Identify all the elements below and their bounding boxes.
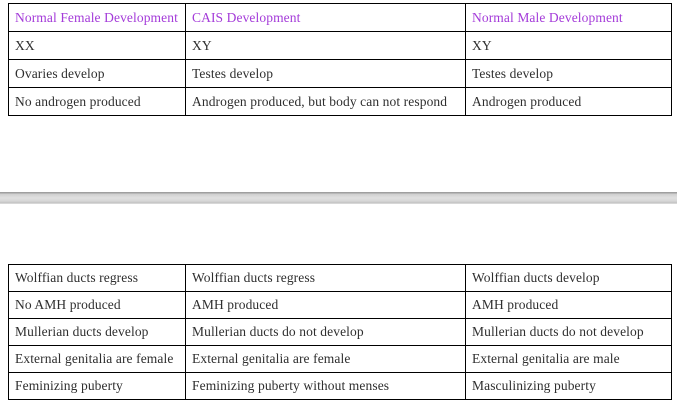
table-cell: No androgen produced bbox=[8, 87, 186, 116]
table-cell: XY bbox=[465, 31, 672, 60]
table-cell: XX bbox=[8, 31, 186, 60]
table-cell: Androgen produced bbox=[465, 87, 672, 116]
table-row: External genitalia are female External g… bbox=[8, 345, 672, 373]
page-break-separator bbox=[0, 192, 677, 204]
table-cell: XY bbox=[185, 31, 466, 60]
table-row: XX XY XY bbox=[8, 31, 672, 60]
prenatal-development-table: Normal Female Development CAIS Developme… bbox=[8, 3, 672, 116]
table-cell: Masculinizing puberty bbox=[465, 372, 672, 400]
table-cell: AMH produced bbox=[185, 291, 466, 319]
table-cell: Mullerian ducts develop bbox=[8, 318, 186, 346]
table-cell: External genitalia are female bbox=[185, 345, 466, 373]
table-row: No AMH produced AMH produced AMH produce… bbox=[8, 291, 672, 319]
table-cell: Wolffian ducts regress bbox=[8, 264, 186, 292]
table-cell: Wolffian ducts regress bbox=[185, 264, 466, 292]
table-cell: External genitalia are male bbox=[465, 345, 672, 373]
table-cell: Wolffian ducts develop bbox=[465, 264, 672, 292]
table-cell: AMH produced bbox=[465, 291, 672, 319]
table-cell: Feminizing puberty without menses bbox=[185, 372, 466, 400]
table-row: Feminizing puberty Feminizing puberty wi… bbox=[8, 372, 672, 400]
table-row: Mullerian ducts develop Mullerian ducts … bbox=[8, 318, 672, 346]
table-cell: Testes develop bbox=[465, 59, 672, 88]
table-cell: External genitalia are female bbox=[8, 345, 186, 373]
table-row: Ovaries develop Testes develop Testes de… bbox=[8, 59, 672, 88]
postnatal-development-table: Wolffian ducts regress Wolffian ducts re… bbox=[8, 264, 672, 400]
column-header-cais: CAIS Development bbox=[185, 3, 466, 32]
table-cell: Mullerian ducts do not develop bbox=[465, 318, 672, 346]
table-cell: Feminizing puberty bbox=[8, 372, 186, 400]
table-cell: Mullerian ducts do not develop bbox=[185, 318, 466, 346]
table-cell: Androgen produced, but body can not resp… bbox=[185, 87, 466, 116]
column-header-normal-male: Normal Male Development bbox=[465, 3, 672, 32]
table-cell: No AMH produced bbox=[8, 291, 186, 319]
table-cell: Ovaries develop bbox=[8, 59, 186, 88]
table-row: No androgen produced Androgen produced, … bbox=[8, 87, 672, 116]
table-cell: Testes develop bbox=[185, 59, 466, 88]
table-row: Wolffian ducts regress Wolffian ducts re… bbox=[8, 264, 672, 292]
header-row: Normal Female Development CAIS Developme… bbox=[8, 3, 672, 32]
column-header-normal-female: Normal Female Development bbox=[8, 3, 186, 32]
